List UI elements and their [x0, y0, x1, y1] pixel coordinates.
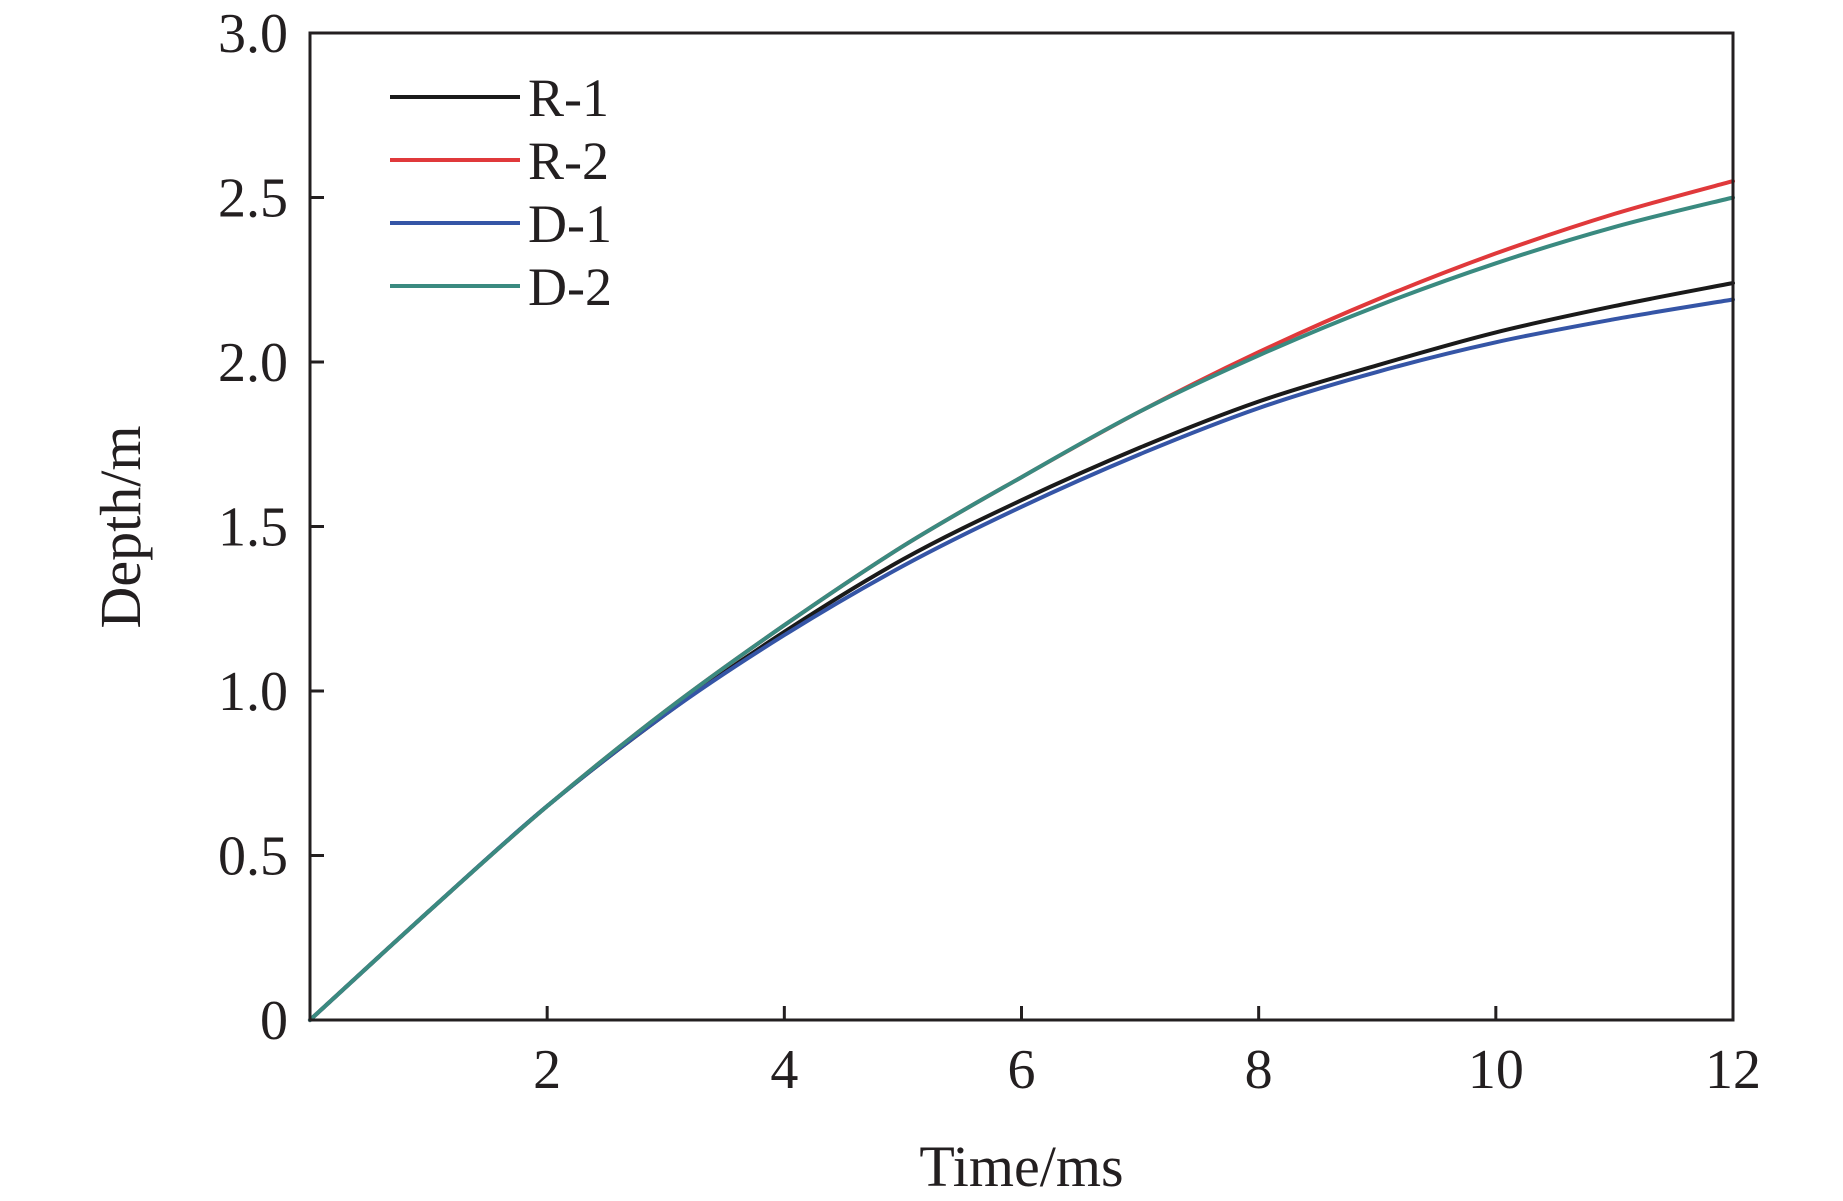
series-line-d-1 [308, 297, 1735, 1022]
x-tick-label: 4 [770, 1039, 798, 1101]
plot-frame [308, 31, 1735, 1022]
series-line-r-1 [308, 281, 1735, 1022]
x-tick-label: 6 [1008, 1039, 1036, 1101]
series-layer [308, 179, 1735, 1022]
y-axis-title: Depth/m [88, 426, 153, 629]
legend-label-r-2: R-2 [528, 131, 609, 191]
y-tick-label: 2.5 [218, 168, 288, 230]
y-tick-label: 1.5 [218, 497, 288, 559]
ticks-layer: 2 4 6 8 10 12 0 0.5 1.0 1.5 2.0 2.5 3.0 [218, 3, 1761, 1101]
x-tick-label: 2 [533, 1039, 561, 1101]
series-line-d-2 [308, 195, 1735, 1022]
x-tick-label: 8 [1245, 1039, 1273, 1101]
legend-label-d-1: D-1 [528, 194, 612, 254]
x-tick-label: 12 [1705, 1039, 1761, 1101]
y-tick-label: 0.5 [218, 826, 288, 888]
legend-label-d-2: D-2 [528, 257, 612, 317]
legend: R-1R-2D-1D-2 [390, 68, 612, 317]
x-tick-label: 10 [1468, 1039, 1524, 1101]
y-tick-label: 1.0 [218, 661, 288, 723]
legend-label-r-1: R-1 [528, 68, 609, 128]
y-tick-label: 3.0 [218, 3, 288, 65]
x-axis-title: Time/ms [919, 1134, 1123, 1199]
series-line-r-2 [308, 179, 1735, 1022]
y-tick-label: 0 [260, 990, 288, 1052]
y-tick-label: 2.0 [218, 332, 288, 394]
